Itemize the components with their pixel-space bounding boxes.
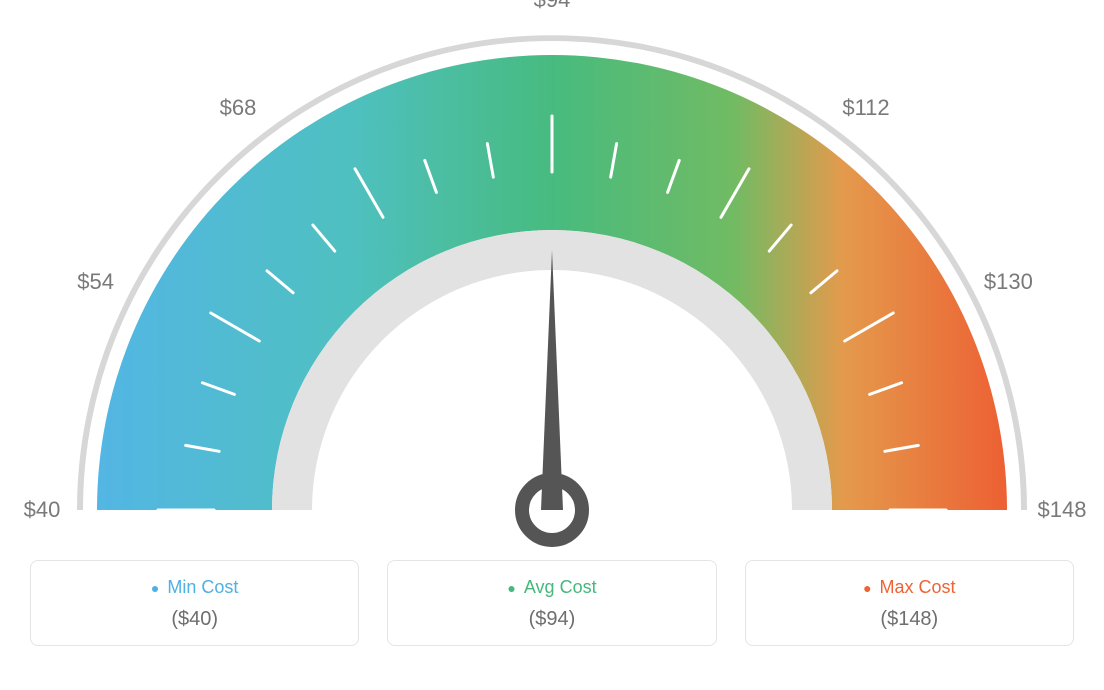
legend-label-avg: Avg Cost: [398, 577, 705, 598]
legend-value-avg: ($94): [398, 608, 705, 631]
gauge-tick-label: $94: [534, 0, 571, 13]
legend-value-min: ($40): [41, 608, 348, 631]
gauge-tick-label: $112: [842, 95, 889, 121]
legend-row: Min Cost ($40) Avg Cost ($94) Max Cost (…: [0, 560, 1104, 646]
gauge-tick-label: $148: [1038, 497, 1087, 523]
legend-label-max: Max Cost: [756, 577, 1063, 598]
gauge-svg: [0, 0, 1104, 560]
gauge-tick-label: $54: [77, 269, 114, 295]
gauge-tick-label: $40: [24, 497, 61, 523]
gauge-tick-label: $68: [220, 95, 257, 121]
legend-label-min: Min Cost: [41, 577, 348, 598]
legend-card-avg: Avg Cost ($94): [387, 560, 716, 646]
gauge-tick-label: $130: [984, 269, 1033, 295]
gauge-chart: $40 $54 $68 $94 $112 $130 $148: [0, 0, 1104, 560]
legend-value-max: ($148): [756, 608, 1063, 631]
legend-card-max: Max Cost ($148): [745, 560, 1074, 646]
legend-card-min: Min Cost ($40): [30, 560, 359, 646]
